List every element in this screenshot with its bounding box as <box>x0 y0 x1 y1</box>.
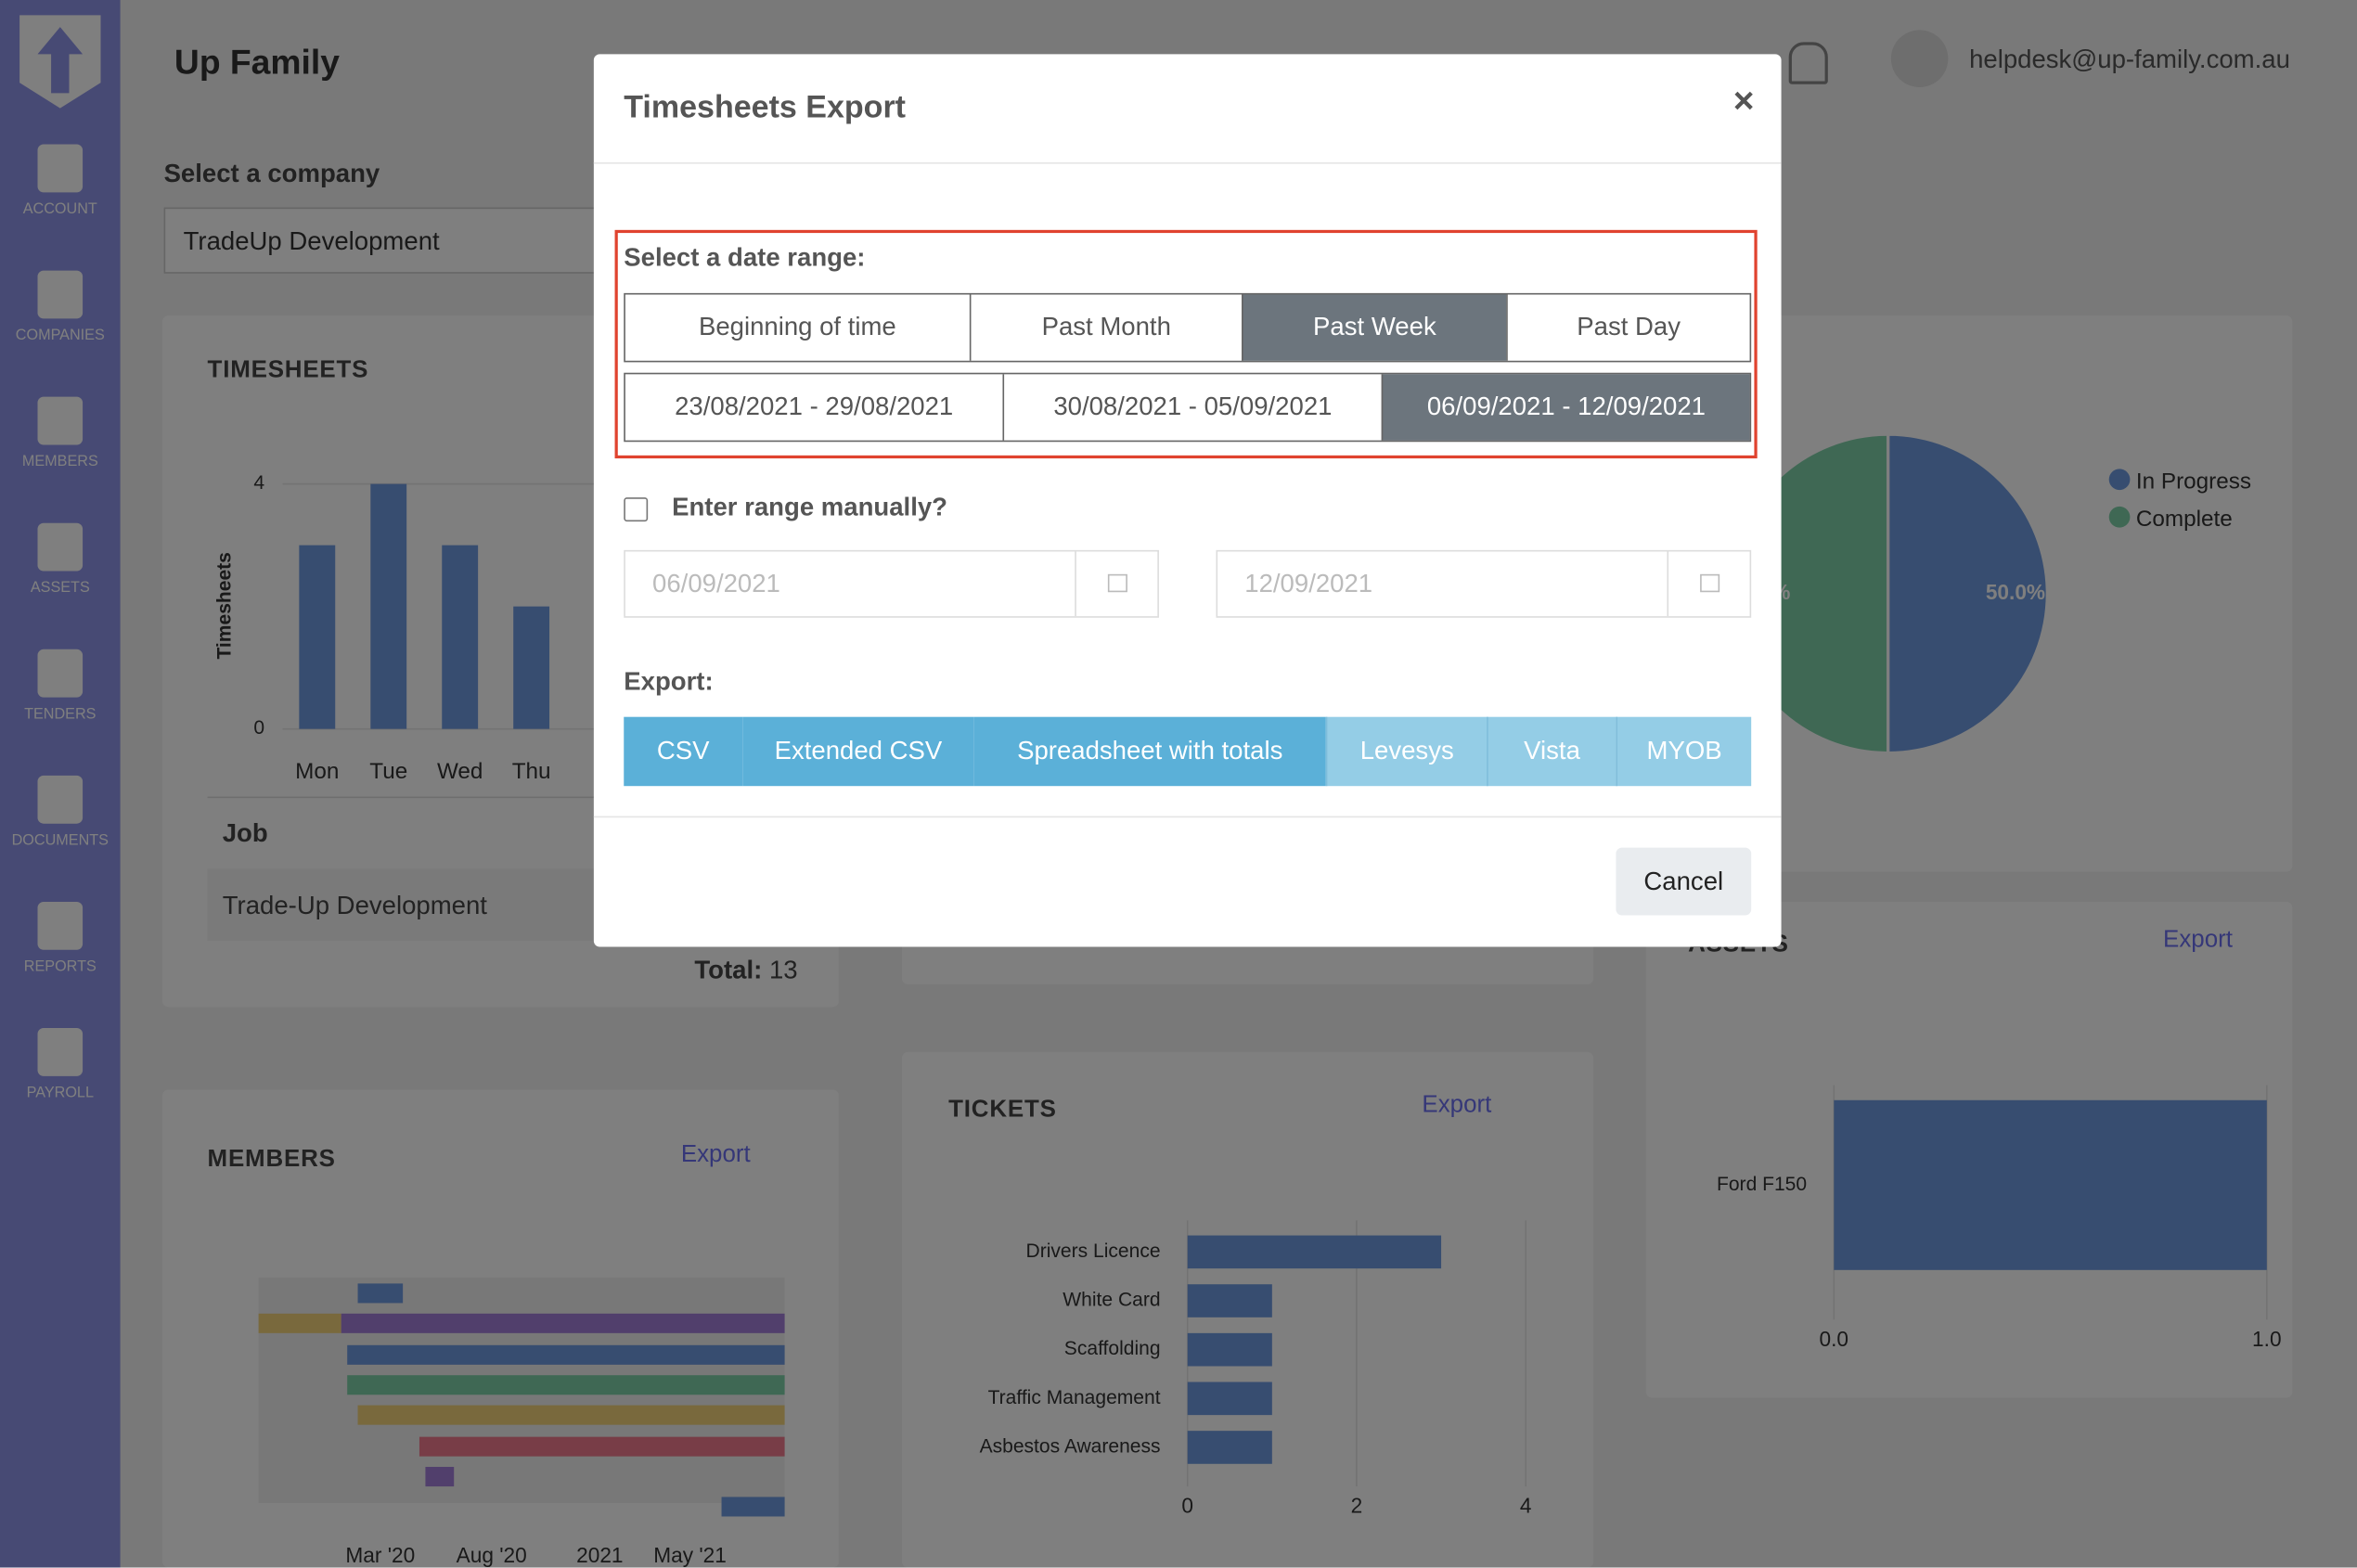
close-button[interactable]: × <box>1732 81 1755 122</box>
range-label: Select a date range: <box>624 243 866 273</box>
export-button[interactable]: Levesys <box>1325 716 1488 787</box>
calendar-icon[interactable] <box>1075 551 1157 617</box>
checkbox[interactable] <box>624 497 649 522</box>
export-button[interactable]: Spreadsheet with totals <box>973 716 1326 787</box>
start-date[interactable]: 06/09/2021 <box>624 549 1159 618</box>
export-button[interactable]: MYOB <box>1616 716 1752 787</box>
preset-button[interactable]: Past Week <box>1242 294 1507 361</box>
manual-label: Enter range manually? <box>672 493 947 522</box>
export-modal: Timesheets Export × Select a date range:… <box>593 54 1782 947</box>
calendar-icon[interactable] <box>1667 551 1749 617</box>
export-label: Export: <box>624 667 714 697</box>
export-button[interactable]: Vista <box>1487 716 1616 787</box>
week-button[interactable]: 23/08/2021 - 29/08/2021 <box>675 392 954 421</box>
preset-button[interactable]: Past Month <box>969 294 1242 361</box>
preset-group: Beginning of time Past Month Past Week Past… <box>624 292 1752 363</box>
export-button[interactable]: CSV <box>624 716 743 787</box>
week-button[interactable]: 30/08/2021 - 05/09/2021 <box>1002 374 1381 441</box>
cancel-button[interactable]: Cancel <box>1616 847 1752 916</box>
preset-button[interactable]: Beginning of time <box>698 312 896 341</box>
modal-title: Timesheets Export <box>624 90 907 125</box>
week-group: 23/08/2021 - 29/08/2021 30/08/2021 - 05/0… <box>624 372 1752 443</box>
preset-button[interactable]: Past Day <box>1506 294 1749 361</box>
export-button[interactable]: Extended CSV <box>742 716 974 787</box>
export-buttons: CSV Extended CSV Spreadsheet with totals Le… <box>624 716 1752 787</box>
week-button[interactable]: 06/09/2021 - 12/09/2021 <box>1381 374 1750 441</box>
highlight-box <box>614 229 1758 459</box>
start-date-text: 06/09/2021 <box>652 569 780 598</box>
end-date-text: 12/09/2021 <box>1244 569 1373 598</box>
divider <box>593 816 1782 818</box>
divider <box>593 161 1782 164</box>
end-date[interactable]: 12/09/2021 <box>1216 549 1752 618</box>
